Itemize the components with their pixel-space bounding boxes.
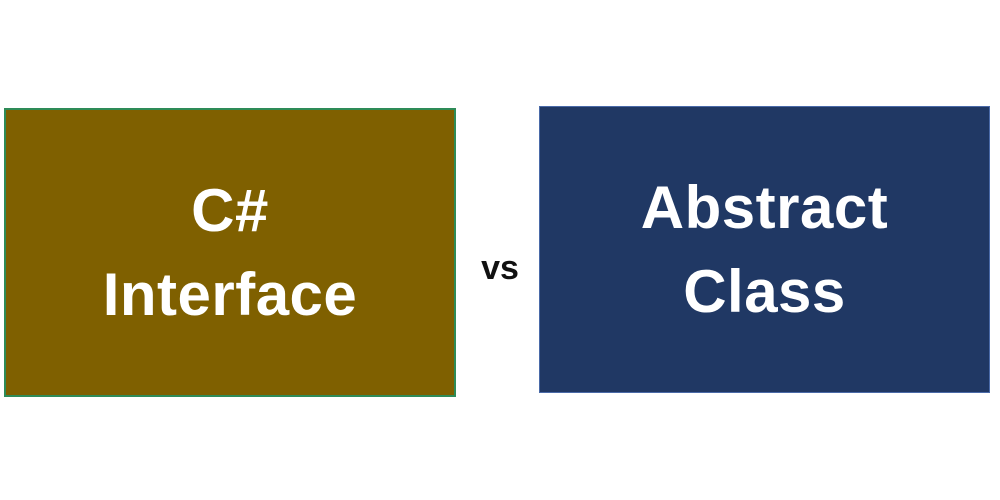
right-box-line-1: Abstract <box>640 173 889 241</box>
vs-label: vs <box>481 249 519 287</box>
abstract-class-box: Abstract Class <box>539 106 990 393</box>
right-box-line-2: Class <box>683 257 846 325</box>
left-box-line-2: Interface <box>102 260 358 328</box>
csharp-interface-box: C# Interface <box>4 108 456 397</box>
left-box-line-1: C# <box>191 176 269 244</box>
